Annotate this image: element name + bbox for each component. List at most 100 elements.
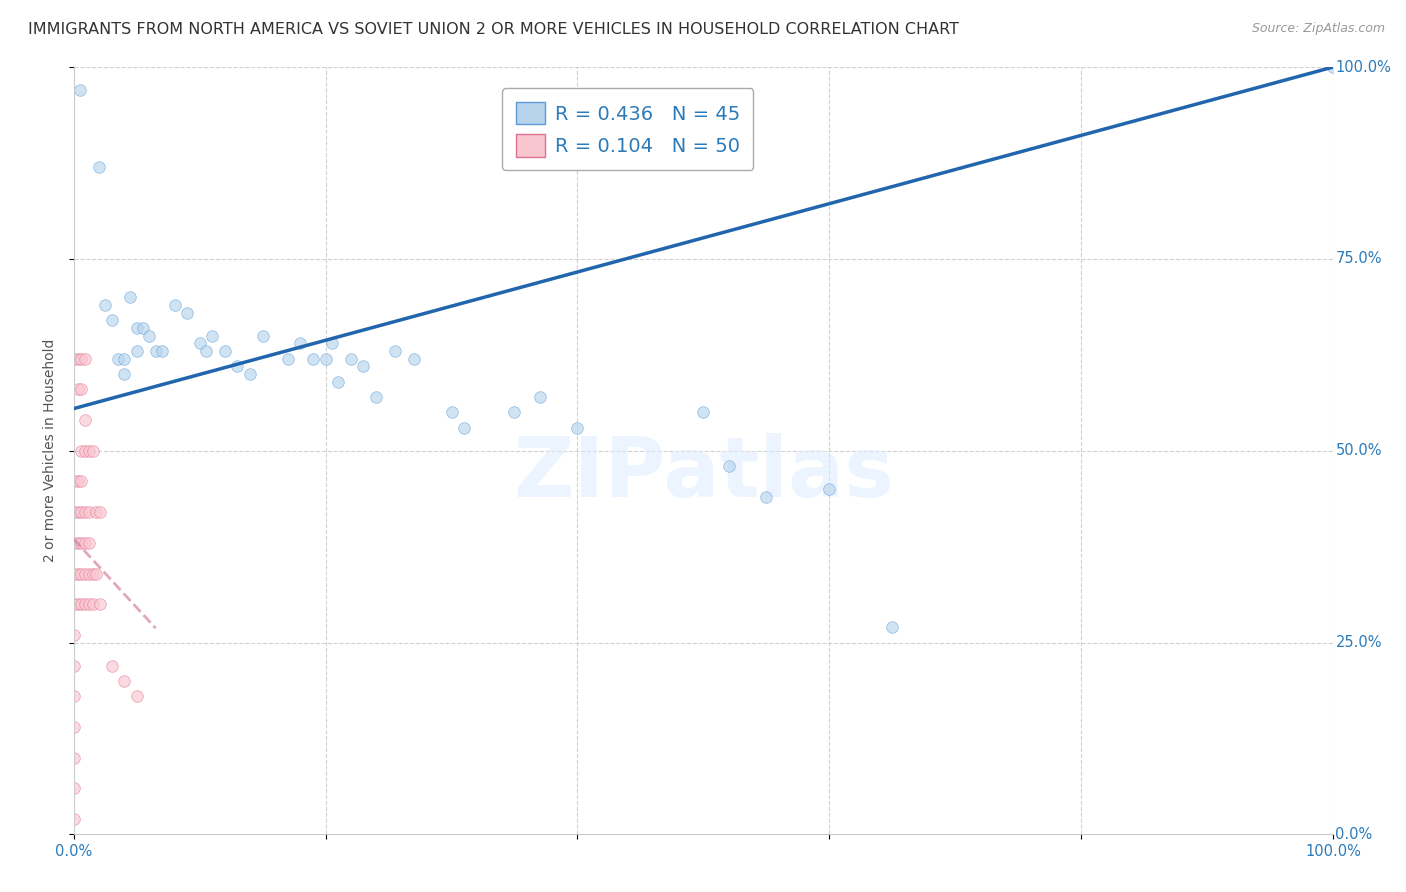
Point: [86, 505, 108, 519]
Point: [100, 313, 122, 327]
Point: [62, 351, 84, 366]
Point: [818, 482, 841, 496]
Point: [112, 673, 135, 688]
Point: [66, 566, 89, 581]
Point: [125, 321, 148, 335]
Point: [62, 475, 84, 489]
Point: [82, 566, 104, 581]
Point: [77, 566, 100, 581]
Point: [87, 160, 110, 174]
Legend: R = 0.436   N = 45, R = 0.104   N = 50: R = 0.436 N = 45, R = 0.104 N = 50: [502, 88, 754, 170]
Point: [70, 536, 93, 550]
Point: [239, 367, 262, 381]
Point: [100, 658, 122, 673]
Point: [70, 383, 93, 397]
Point: [75, 351, 97, 366]
Point: [321, 336, 343, 351]
Point: [70, 505, 93, 519]
Point: [112, 367, 135, 381]
Point: [692, 405, 714, 419]
Point: [75, 536, 97, 550]
Point: [89, 597, 111, 611]
Point: [201, 328, 224, 343]
Point: [69, 83, 91, 97]
Point: [125, 344, 148, 359]
Point: [315, 351, 337, 366]
Point: [503, 405, 526, 419]
Point: [82, 443, 104, 458]
Point: [94, 298, 117, 312]
Point: [75, 443, 97, 458]
Point: [453, 421, 475, 435]
Point: [66, 351, 89, 366]
Point: [340, 351, 363, 366]
Point: [107, 351, 129, 366]
Point: [402, 351, 425, 366]
Point: [252, 328, 274, 343]
Point: [882, 620, 904, 634]
Point: [529, 390, 551, 404]
Point: [717, 459, 740, 474]
Text: 25.0%: 25.0%: [1336, 635, 1382, 650]
Point: [226, 359, 249, 374]
Point: [364, 390, 387, 404]
Point: [188, 336, 211, 351]
Text: IMMIGRANTS FROM NORTH AMERICA VS SOVIET UNION 2 OR MORE VEHICLES IN HOUSEHOLD CO: IMMIGRANTS FROM NORTH AMERICA VS SOVIET …: [28, 22, 959, 37]
Point: [62, 781, 84, 796]
Point: [70, 351, 93, 366]
Point: [328, 375, 350, 389]
Point: [62, 750, 84, 764]
Text: Source: ZipAtlas.com: Source: ZipAtlas.com: [1251, 22, 1385, 36]
Text: 75.0%: 75.0%: [1336, 252, 1382, 267]
Point: [70, 443, 93, 458]
Point: [145, 344, 167, 359]
Point: [290, 336, 312, 351]
Point: [75, 597, 97, 611]
Point: [62, 566, 84, 581]
Point: [176, 306, 198, 320]
Point: [66, 505, 89, 519]
Point: [62, 536, 84, 550]
Point: [70, 475, 93, 489]
Point: [1322, 60, 1344, 74]
Point: [70, 566, 93, 581]
Point: [62, 628, 84, 642]
Text: ZIPatlas: ZIPatlas: [513, 434, 894, 515]
Point: [352, 359, 374, 374]
Point: [77, 536, 100, 550]
Point: [384, 344, 406, 359]
Point: [70, 597, 93, 611]
Point: [112, 351, 135, 366]
Point: [302, 351, 325, 366]
Point: [77, 443, 100, 458]
Point: [62, 658, 84, 673]
Point: [120, 290, 142, 304]
Point: [277, 351, 299, 366]
Point: [66, 383, 89, 397]
Point: [125, 690, 148, 704]
Point: [567, 421, 589, 435]
Point: [89, 505, 111, 519]
Y-axis label: 2 or more Vehicles in Household: 2 or more Vehicles in Household: [44, 339, 58, 563]
Point: [150, 344, 173, 359]
Point: [62, 505, 84, 519]
Point: [77, 597, 100, 611]
Point: [755, 490, 778, 504]
Point: [214, 344, 236, 359]
Point: [62, 812, 84, 826]
Point: [62, 597, 84, 611]
Point: [82, 597, 104, 611]
Text: 100.0%: 100.0%: [1336, 60, 1392, 75]
Point: [138, 328, 160, 343]
Point: [75, 413, 97, 427]
Text: 50.0%: 50.0%: [1336, 443, 1382, 458]
Point: [77, 505, 100, 519]
Point: [132, 321, 155, 335]
Point: [75, 505, 97, 519]
Point: [66, 475, 89, 489]
Point: [66, 536, 89, 550]
Text: 0.0%: 0.0%: [1336, 827, 1372, 842]
Point: [62, 690, 84, 704]
Point: [62, 720, 84, 734]
Point: [66, 597, 89, 611]
